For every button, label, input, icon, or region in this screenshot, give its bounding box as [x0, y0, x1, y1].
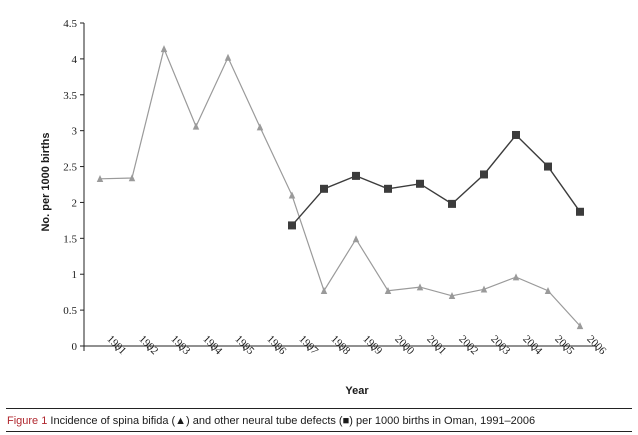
- x-tick-label: 2000: [392, 333, 416, 357]
- data-point-triangle: [480, 285, 488, 293]
- data-point-square: [512, 130, 520, 139]
- data-point-square: [480, 170, 488, 179]
- x-tick-label: 2006: [584, 333, 608, 357]
- data-point-square: [448, 199, 456, 208]
- data-point-square: [544, 162, 552, 171]
- data-point-square: [352, 171, 360, 180]
- data-point-triangle: [192, 122, 200, 130]
- data-point-triangle: [576, 322, 584, 330]
- y-tick-label: 3: [72, 126, 78, 138]
- x-tick-label: 1997: [296, 333, 320, 357]
- series-line-triangle: [99, 46, 581, 327]
- caption-text: Incidence of spina bifida (▲) and other …: [50, 415, 536, 427]
- x-tick-label: 1993: [168, 333, 192, 357]
- data-point-triangle: [96, 175, 104, 183]
- x-tick-label: 1994: [200, 333, 224, 357]
- data-point-triangle: [544, 286, 552, 294]
- data-point-square: [320, 184, 328, 193]
- data-point-triangle: [352, 235, 360, 243]
- data-point-triangle: [320, 286, 328, 294]
- y-tick-label: 0: [72, 341, 78, 353]
- data-point-triangle: [384, 286, 392, 294]
- y-tick-label: 4.5: [63, 18, 77, 30]
- y-tick-label: 1.5: [63, 233, 77, 245]
- data-point-square: [576, 207, 584, 216]
- caption-bottom-rule: [6, 431, 632, 432]
- series-line-square: [291, 133, 581, 226]
- data-point-triangle: [416, 283, 424, 291]
- y-tick-label: 1: [72, 269, 78, 281]
- x-tick-label: 2001: [424, 333, 448, 357]
- y-axis-title: No. per 1000 births: [40, 132, 52, 231]
- x-tick-label: 2003: [488, 333, 512, 357]
- y-tick-label: 2: [72, 197, 78, 209]
- x-tick-label: 1998: [328, 333, 352, 357]
- data-point-triangle: [224, 53, 232, 61]
- plot-area: 0 0.5 1 1.5 2 2.5 3 3.5 4 4.5 1991 1992 1993 1994 1995…: [63, 18, 608, 357]
- data-point-triangle: [160, 45, 168, 53]
- x-tick-label: 1991: [104, 333, 128, 357]
- data-point-triangle: [288, 191, 296, 199]
- data-point-triangle: [128, 174, 136, 182]
- y-tick-label: 2.5: [63, 162, 77, 174]
- x-axis-title: Year: [345, 385, 369, 397]
- caption-top-rule: [6, 408, 632, 409]
- data-point-triangle: [512, 273, 520, 281]
- x-tick-label: 1996: [264, 333, 288, 357]
- data-point-square: [288, 221, 296, 230]
- data-point-triangle: [448, 292, 456, 300]
- figure-caption: Figure 1 Incidence of spina bifida (▲) a…: [7, 414, 632, 428]
- x-tick-label: 2002: [456, 333, 480, 357]
- data-point-square: [384, 184, 392, 193]
- x-tick-label: 1999: [360, 333, 384, 357]
- x-tick-label: 2005: [552, 333, 576, 357]
- x-tick-label: 1992: [136, 333, 160, 357]
- y-tick-label: 4: [72, 54, 78, 66]
- x-tick-label: 1995: [232, 333, 256, 357]
- figure-label: Figure 1: [7, 415, 48, 427]
- x-tick-label: 2004: [520, 333, 544, 357]
- data-point-square: [416, 179, 424, 188]
- y-tick-label: 0.5: [63, 305, 77, 317]
- data-point-triangle: [256, 123, 264, 131]
- y-tick-label: 3.5: [63, 90, 77, 102]
